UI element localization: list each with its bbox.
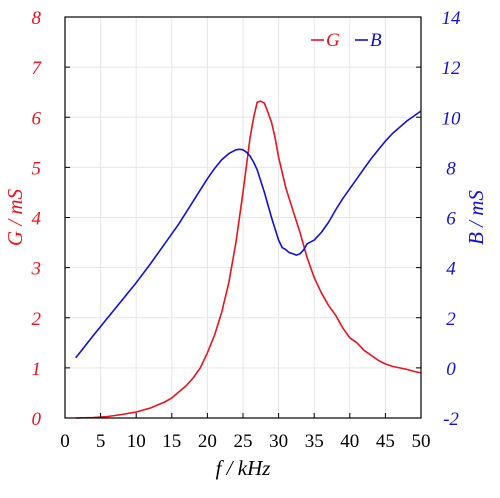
x-tick-label: 45	[376, 431, 395, 452]
y-right-tick-label: 4	[446, 259, 456, 280]
x-tick-label: 15	[162, 431, 181, 452]
x-axis-label: f / kHz	[216, 456, 271, 480]
y-left-tick-label: 2	[32, 309, 42, 330]
x-tick-label: 5	[96, 431, 106, 452]
y-right-tick-label: 12	[442, 58, 462, 79]
y-left-tick-label: 6	[32, 108, 42, 129]
x-tick-label: 0	[60, 431, 70, 452]
x-tick-label: 50	[412, 431, 431, 452]
legend-b-label: B	[370, 30, 382, 51]
x-tick-label: 35	[305, 431, 324, 452]
y-left-axis-label: G / mS	[3, 188, 27, 246]
x-tick-label: 20	[198, 431, 217, 452]
y-right-tick-label: 10	[442, 108, 462, 129]
y-left-tick-label: 1	[32, 359, 42, 380]
y-left-tick-label: 5	[32, 158, 42, 179]
y-right-tick-label: 0	[446, 359, 456, 380]
y-left-tick-label: 8	[32, 8, 42, 29]
x-tick-label: 40	[340, 431, 359, 452]
x-tick-label: 25	[234, 431, 253, 452]
y-right-tick-label: 2	[446, 309, 456, 330]
y-left-tick-label: 0	[32, 409, 42, 430]
y-right-tick-label: -2	[443, 409, 459, 430]
series-line-g	[75, 100, 422, 419]
y-right-tick-label: 14	[442, 8, 462, 29]
y-left-tick-label: 7	[32, 58, 43, 79]
x-tick-label: 10	[127, 431, 146, 452]
legend-g-label: G	[326, 30, 340, 51]
y-right-tick-label: 6	[446, 209, 456, 230]
x-tick-label: 30	[269, 431, 288, 452]
y-right-tick-label: 8	[446, 158, 456, 179]
series-layer	[75, 100, 422, 419]
y-left-tick-label: 4	[32, 209, 42, 230]
y-right-axis-label: B / mS	[464, 190, 488, 245]
tick-layer: 0 5 10 15 20 25 30 35 40 45 50012345678-2024681012…	[31, 8, 462, 452]
y-left-tick-label: 3	[31, 259, 42, 280]
series-line-b	[75, 110, 422, 359]
legend: G B	[311, 30, 382, 51]
